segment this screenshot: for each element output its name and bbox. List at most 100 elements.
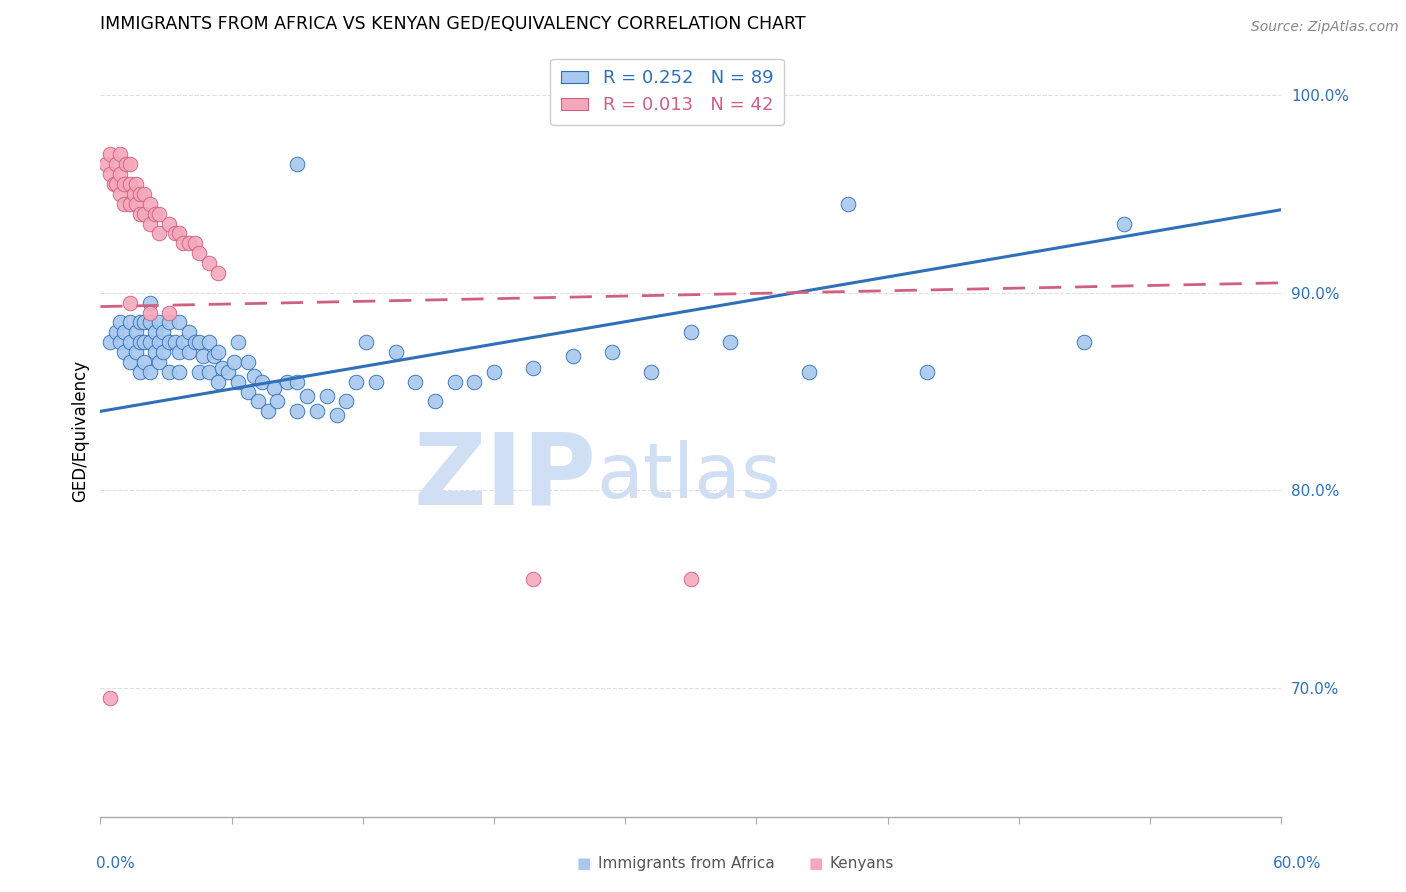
Point: [335, 394, 357, 409]
Point: [98, 690, 121, 705]
Point: [224, 355, 246, 369]
Point: [172, 335, 194, 350]
Point: [138, 335, 160, 350]
Point: [138, 196, 160, 211]
Point: [285, 157, 308, 171]
Point: [98, 335, 121, 350]
Point: [128, 315, 150, 329]
Point: [118, 315, 141, 329]
Point: [118, 295, 141, 310]
Point: [207, 345, 229, 359]
Point: [404, 375, 426, 389]
Point: [112, 177, 135, 191]
Point: [177, 326, 200, 340]
Point: [187, 335, 209, 350]
Point: [285, 404, 308, 418]
Point: [207, 375, 229, 389]
Point: [152, 345, 174, 359]
Point: [103, 177, 125, 191]
Point: [138, 365, 160, 379]
Point: [128, 365, 150, 379]
Text: 0.0%: 0.0%: [96, 856, 135, 871]
Point: [165, 335, 187, 350]
Point: [125, 196, 148, 211]
Point: [1112, 217, 1135, 231]
Point: [132, 335, 155, 350]
Point: [184, 335, 207, 350]
Point: [256, 404, 278, 418]
Point: [482, 365, 505, 379]
Point: [108, 186, 131, 201]
Point: [718, 335, 741, 350]
Point: [226, 375, 249, 389]
Point: [276, 375, 298, 389]
Point: [204, 349, 226, 363]
Point: [145, 207, 167, 221]
Point: [187, 365, 209, 379]
Y-axis label: GED/Equivalency: GED/Equivalency: [72, 360, 89, 502]
Point: [148, 355, 170, 369]
Point: [157, 335, 180, 350]
Point: [118, 335, 141, 350]
Point: [443, 375, 465, 389]
Point: [167, 315, 190, 329]
Point: [305, 404, 328, 418]
Text: atlas: atlas: [596, 441, 782, 515]
Point: [138, 315, 160, 329]
Point: [561, 349, 583, 363]
Point: [148, 207, 170, 221]
Point: [108, 315, 131, 329]
Text: ■: ■: [576, 856, 591, 871]
Point: [184, 236, 207, 251]
Point: [522, 572, 544, 586]
Point: [112, 345, 135, 359]
Point: [138, 305, 160, 319]
Point: [167, 365, 190, 379]
Point: [148, 315, 170, 329]
Point: [263, 381, 285, 395]
Point: [236, 384, 259, 399]
Point: [640, 365, 662, 379]
Point: [152, 326, 174, 340]
Point: [384, 345, 406, 359]
Point: [217, 365, 239, 379]
Point: [211, 360, 233, 375]
Point: [115, 157, 138, 171]
Point: [132, 315, 155, 329]
Point: [118, 177, 141, 191]
Point: [108, 147, 131, 161]
Point: [187, 246, 209, 260]
Point: [96, 157, 118, 171]
Point: [364, 375, 387, 389]
Point: [915, 365, 938, 379]
Point: [98, 167, 121, 181]
Point: [108, 335, 131, 350]
Point: [236, 355, 259, 369]
Point: [197, 256, 219, 270]
Text: ■: ■: [808, 856, 823, 871]
Point: [132, 186, 155, 201]
Point: [105, 326, 128, 340]
Point: [1073, 335, 1095, 350]
Point: [285, 375, 308, 389]
Point: [600, 345, 623, 359]
Point: [138, 295, 160, 310]
Point: [157, 217, 180, 231]
Point: [246, 394, 269, 409]
Point: [128, 186, 150, 201]
Point: [132, 355, 155, 369]
Point: [243, 368, 266, 383]
Point: [172, 236, 194, 251]
Point: [177, 345, 200, 359]
Point: [118, 157, 141, 171]
Point: [148, 335, 170, 350]
Point: [138, 217, 160, 231]
Point: [197, 335, 219, 350]
Point: [177, 236, 200, 251]
Point: [108, 167, 131, 181]
Point: [165, 227, 187, 241]
Point: [112, 196, 135, 211]
Point: [266, 394, 288, 409]
Point: [105, 157, 128, 171]
Text: ZIP: ZIP: [413, 429, 596, 526]
